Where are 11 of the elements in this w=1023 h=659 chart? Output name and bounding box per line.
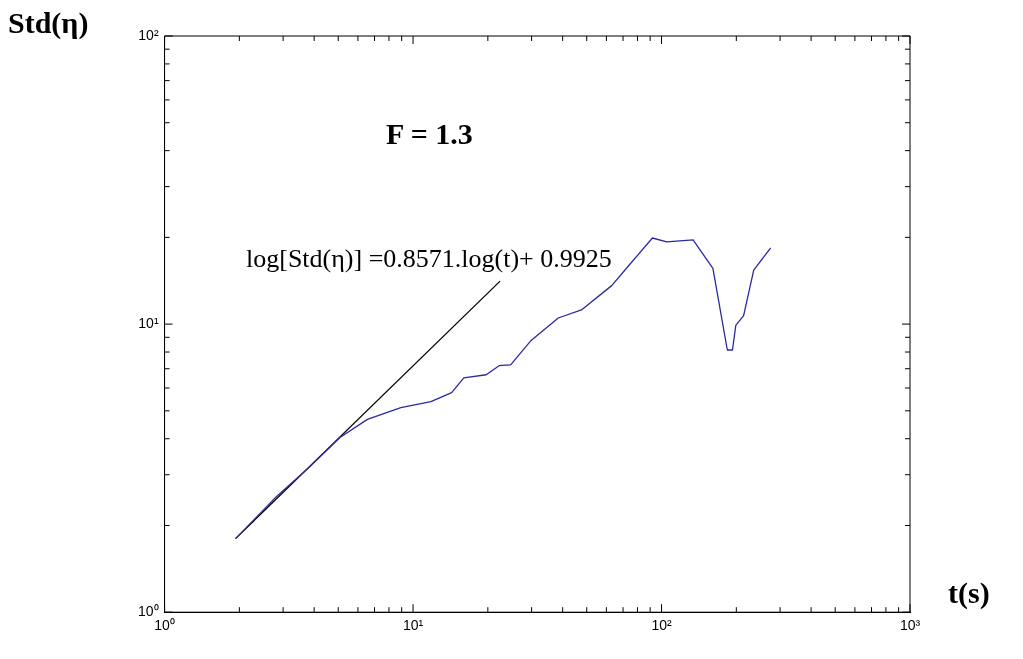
x-axis-title: t(s) [948,576,990,611]
annotation: F = 1.3 [386,117,473,151]
y-tick-label: 10⁰ [137,603,159,620]
y-axis-title: Std(η) [8,6,89,40]
y-tick-label: 10² [138,26,159,43]
annotation: log[Std(η)] =0.8571.log(t)+ 0.9925 [246,244,612,274]
x-tick-label: 10⁰ [154,617,175,634]
x-tick-label: 10¹ [402,617,424,634]
x-tick-label: 10² [651,617,672,634]
x-tick-label: 10³ [899,617,921,634]
y-tick-label: 10¹ [138,314,159,331]
